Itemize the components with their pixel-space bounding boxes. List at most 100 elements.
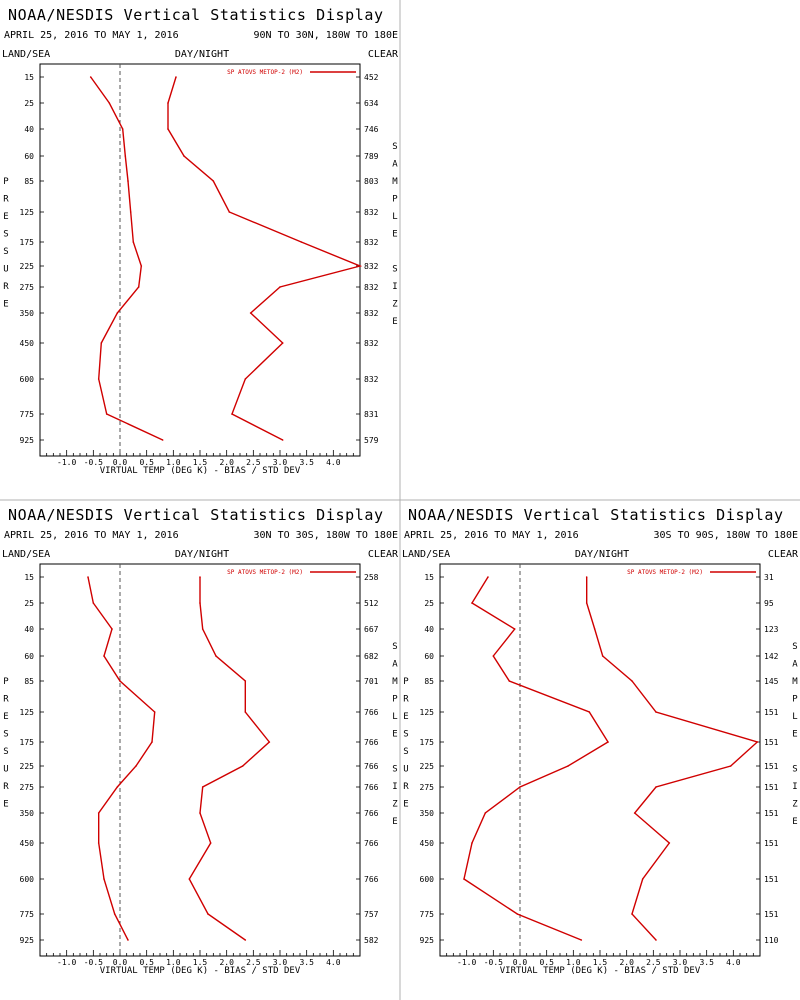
pressure-tick-label: 40	[424, 625, 434, 634]
pressure-tick-label: 25	[424, 599, 434, 608]
pressure-tick-label: 925	[20, 936, 35, 945]
legend-label: SP ATOVS METOP-2 (M2)	[627, 569, 703, 576]
data-point-bias	[116, 786, 119, 788]
data-point-std-dev	[655, 711, 657, 713]
sample-size-label: 832	[364, 375, 379, 384]
sample-size-label: 766	[364, 783, 379, 792]
data-point-bias	[588, 711, 591, 713]
data-point-std-dev	[655, 786, 657, 788]
data-point-std-dev	[281, 342, 284, 344]
pressure-tick-label: 775	[20, 910, 35, 919]
data-point-bias	[108, 102, 111, 104]
pressure-tick-label: 125	[20, 708, 35, 717]
series-line-std-dev	[167, 76, 363, 441]
series-line-bias	[87, 576, 156, 941]
sample-size-label: 832	[364, 262, 379, 271]
data-point-bias	[580, 939, 583, 941]
x-tick-label: 1.5	[193, 458, 208, 467]
legend-label: SP ATOVS METOP-2 (M2)	[227, 69, 303, 76]
land-sea-label: LAND/SEA	[402, 549, 450, 560]
sample-size-label: 667	[364, 625, 379, 634]
x-tick-label: -0.5	[84, 958, 103, 967]
pressure-tick-label: 600	[20, 875, 35, 884]
pressure-tick-label: 175	[420, 738, 435, 747]
x-tick-label: 0.0	[113, 458, 128, 467]
data-point-std-dev	[207, 913, 209, 915]
x-axis-label: VIRTUAL TEMP (DEG K) - BIAS / STD DEV	[100, 466, 301, 476]
sample-size-label: 151	[764, 783, 779, 792]
pressure-tick-label: 40	[24, 625, 34, 634]
x-tick-label: 3.0	[273, 458, 288, 467]
data-point-bias	[161, 439, 164, 441]
x-tick-label: 2.5	[246, 958, 261, 967]
sample-size-label: 145	[764, 677, 779, 686]
data-point-bias	[153, 711, 156, 713]
data-point-bias	[132, 241, 135, 243]
data-point-std-dev	[212, 180, 215, 182]
data-point-std-dev	[279, 286, 281, 288]
data-point-bias	[492, 655, 495, 657]
sample-size-label: 701	[364, 677, 379, 686]
pressure-tick-label: 60	[424, 652, 434, 661]
plot-frame	[39, 563, 361, 957]
sample-size-label: 766	[364, 708, 379, 717]
data-point-bias	[516, 913, 519, 915]
chart-title: NOAA/NESDIS Vertical Statistics Display	[8, 506, 384, 524]
data-point-std-dev	[585, 576, 588, 578]
sample-size-label: 110	[764, 936, 779, 945]
sample-size-label: 682	[364, 652, 379, 661]
plot-frame	[439, 563, 761, 957]
x-tick-label: 0.5	[539, 958, 554, 967]
pressure-tick-label: 275	[20, 783, 35, 792]
legend-label: SP ATOVS METOP-2 (M2)	[227, 569, 303, 576]
x-tick-label: 4.0	[326, 458, 341, 467]
data-point-bias	[471, 602, 473, 604]
data-point-bias	[607, 741, 609, 743]
x-tick-marks	[439, 950, 761, 956]
data-point-bias	[121, 128, 124, 130]
x-tick-label: 3.5	[299, 458, 314, 467]
x-tick-label: 1.0	[166, 958, 181, 967]
data-point-std-dev	[631, 913, 633, 915]
data-point-bias	[97, 812, 100, 814]
data-point-std-dev	[249, 312, 252, 314]
data-point-bias	[519, 786, 521, 788]
sample-size-label: 151	[764, 875, 779, 884]
sample-size-label: 151	[764, 910, 779, 919]
pressure-tick-label: 350	[420, 809, 435, 818]
x-tick-label: 4.0	[726, 958, 741, 967]
sample-size-label: 151	[764, 809, 779, 818]
day-night-label: DAY/NIGHT	[175, 49, 229, 60]
data-point-bias	[103, 878, 105, 880]
x-tick-label: 3.5	[699, 958, 714, 967]
x-tick-label: 0.5	[139, 958, 154, 967]
data-point-std-dev	[244, 939, 247, 941]
pressure-tick-label: 350	[20, 809, 35, 818]
sample-size-label: 746	[364, 125, 379, 134]
region-label: 30S TO 90S, 180W TO 180E	[654, 530, 799, 541]
pressure-tick-label: 15	[24, 73, 34, 82]
data-point-bias	[97, 378, 100, 380]
data-point-bias	[127, 180, 129, 182]
data-point-bias	[137, 286, 140, 288]
x-tick-label: -1.0	[457, 958, 476, 967]
x-axis-label: VIRTUAL TEMP (DEG K) - BIAS / STD DEV	[100, 966, 301, 976]
x-tick-label: 0.0	[513, 958, 528, 967]
pressure-tick-label: 600	[420, 875, 435, 884]
data-point-bias	[116, 312, 119, 314]
pressure-tick-label: 600	[20, 375, 35, 384]
data-point-bias	[463, 878, 465, 880]
series-line-std-dev	[188, 577, 271, 941]
data-point-std-dev	[593, 628, 596, 630]
sample-size-label: 832	[364, 238, 379, 247]
date-range: APRIL 25, 2016 TO MAY 1, 2016	[4, 30, 179, 41]
sample-size-label: 151	[764, 839, 779, 848]
chart-panel-2: NOAA/NESDIS Vertical Statistics Display A…	[2, 506, 399, 976]
data-point-bias	[487, 576, 489, 578]
data-point-std-dev	[641, 878, 644, 880]
sample-size-label: 766	[364, 839, 379, 848]
pressure-tick-label: 60	[24, 652, 34, 661]
data-point-bias	[113, 913, 116, 915]
